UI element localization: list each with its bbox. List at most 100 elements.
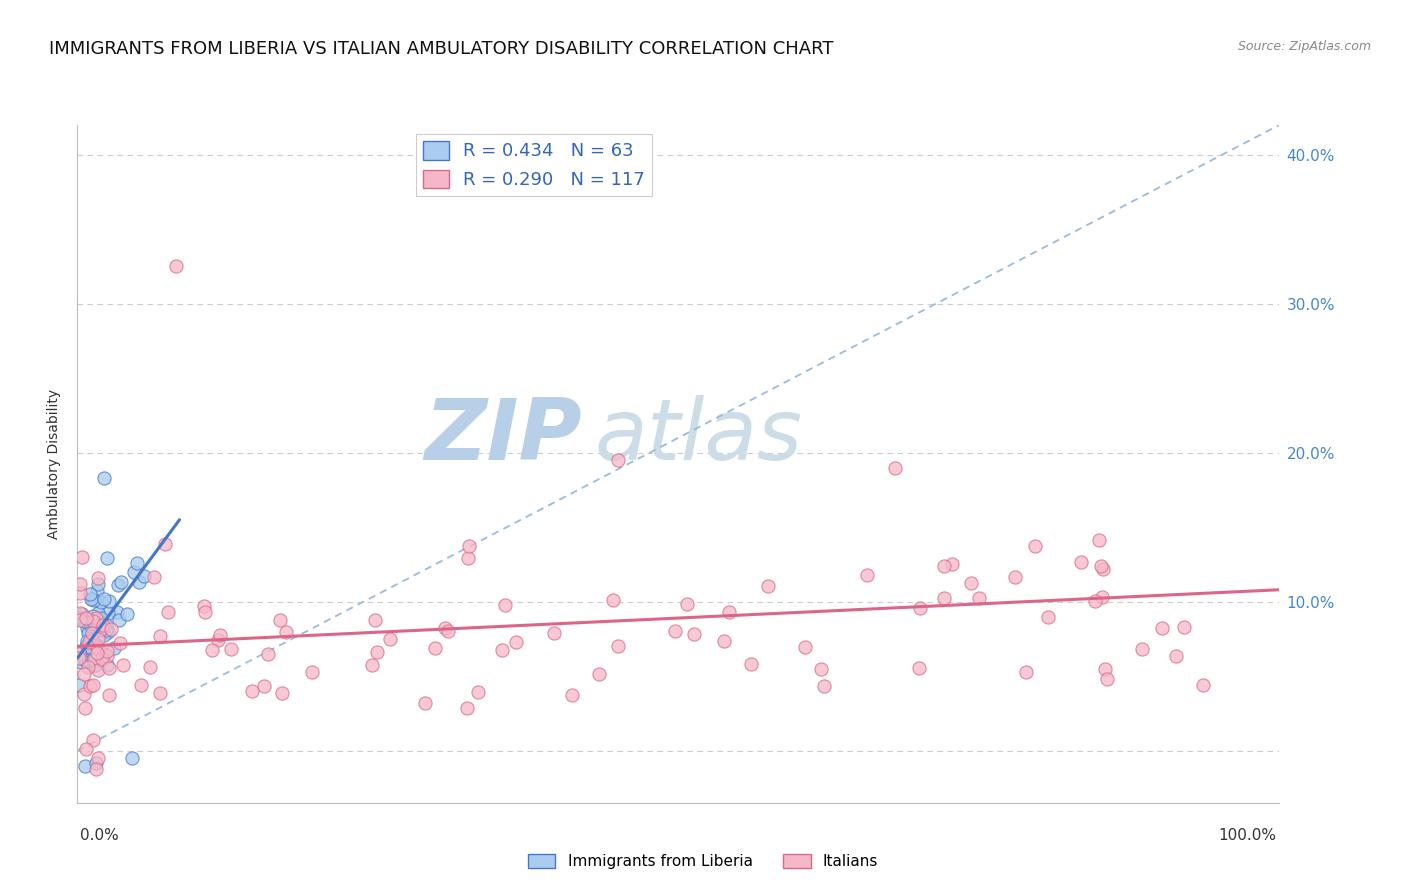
Point bbox=[960, 576, 983, 591]
Point bbox=[84, 635, 107, 649]
Point bbox=[82, 625, 104, 640]
Point bbox=[70, 607, 93, 621]
Legend: R = 0.434   N = 63, R = 0.290   N = 117: R = 0.434 N = 63, R = 0.290 N = 117 bbox=[416, 134, 652, 196]
Point bbox=[84, 756, 107, 770]
Point bbox=[96, 643, 118, 657]
Point bbox=[110, 636, 132, 650]
Point bbox=[1091, 562, 1114, 576]
Point bbox=[274, 624, 297, 639]
Point bbox=[80, 591, 103, 606]
Point bbox=[83, 593, 105, 607]
Point bbox=[82, 614, 104, 628]
Point bbox=[883, 460, 905, 475]
Point bbox=[1130, 641, 1153, 656]
Point bbox=[149, 629, 172, 643]
Point bbox=[588, 666, 610, 681]
Point bbox=[132, 568, 155, 582]
Text: Source: ZipAtlas.com: Source: ZipAtlas.com bbox=[1237, 40, 1371, 54]
Point bbox=[361, 657, 384, 672]
Point bbox=[713, 633, 735, 648]
Text: 0.0%: 0.0% bbox=[80, 829, 120, 843]
Point bbox=[75, 742, 97, 756]
Point bbox=[69, 613, 91, 627]
Point bbox=[76, 621, 98, 635]
Point bbox=[93, 591, 115, 606]
Point bbox=[1166, 649, 1188, 664]
Point bbox=[76, 654, 98, 668]
Point bbox=[155, 537, 177, 551]
Point bbox=[77, 653, 100, 667]
Point bbox=[1070, 555, 1092, 569]
Point bbox=[165, 260, 187, 274]
Point bbox=[87, 627, 110, 641]
Point bbox=[491, 643, 513, 657]
Point bbox=[602, 593, 624, 607]
Point bbox=[122, 565, 145, 579]
Point bbox=[86, 619, 108, 633]
Point bbox=[87, 632, 110, 646]
Point bbox=[495, 598, 517, 612]
Point bbox=[93, 471, 115, 485]
Point bbox=[93, 628, 115, 642]
Point bbox=[91, 617, 114, 632]
Point bbox=[1084, 593, 1107, 607]
Point bbox=[79, 587, 101, 601]
Point bbox=[82, 620, 104, 634]
Point bbox=[1088, 533, 1111, 548]
Point bbox=[1004, 569, 1026, 583]
Point bbox=[201, 643, 224, 657]
Point bbox=[142, 570, 165, 584]
Point bbox=[434, 622, 457, 636]
Point bbox=[97, 607, 120, 621]
Legend: Immigrants from Liberia, Italians: Immigrants from Liberia, Italians bbox=[522, 848, 884, 875]
Point bbox=[87, 663, 110, 677]
Point bbox=[84, 762, 107, 776]
Point bbox=[423, 641, 446, 656]
Point bbox=[90, 651, 112, 665]
Point bbox=[87, 571, 110, 585]
Point bbox=[70, 549, 93, 564]
Point bbox=[76, 660, 98, 674]
Point bbox=[676, 597, 699, 611]
Point bbox=[270, 686, 292, 700]
Point bbox=[82, 608, 104, 623]
Point bbox=[90, 611, 112, 625]
Point bbox=[240, 684, 263, 698]
Point bbox=[82, 678, 104, 692]
Point bbox=[98, 688, 121, 702]
Point bbox=[467, 685, 489, 699]
Point bbox=[128, 575, 150, 590]
Point bbox=[110, 574, 132, 589]
Point bbox=[87, 576, 110, 591]
Point bbox=[1038, 609, 1060, 624]
Point bbox=[87, 751, 110, 765]
Point bbox=[96, 550, 118, 565]
Point bbox=[301, 665, 323, 679]
Point bbox=[607, 453, 630, 467]
Point bbox=[73, 701, 96, 715]
Point bbox=[67, 648, 90, 662]
Point bbox=[87, 606, 110, 620]
Point bbox=[69, 586, 91, 600]
Point bbox=[90, 622, 112, 636]
Point bbox=[683, 627, 706, 641]
Point bbox=[82, 652, 104, 666]
Point bbox=[80, 635, 103, 649]
Point bbox=[121, 751, 143, 765]
Point bbox=[125, 556, 148, 570]
Point bbox=[1091, 591, 1114, 605]
Point bbox=[1024, 539, 1046, 553]
Point bbox=[1173, 620, 1195, 634]
Point bbox=[208, 628, 231, 642]
Point bbox=[932, 558, 955, 573]
Point bbox=[1191, 678, 1213, 692]
Point bbox=[1090, 558, 1112, 573]
Point bbox=[129, 678, 152, 692]
Point bbox=[156, 605, 179, 619]
Point bbox=[1095, 672, 1118, 686]
Point bbox=[97, 594, 120, 608]
Point bbox=[1094, 662, 1116, 676]
Point bbox=[794, 640, 817, 655]
Point bbox=[941, 558, 963, 572]
Point bbox=[98, 661, 121, 675]
